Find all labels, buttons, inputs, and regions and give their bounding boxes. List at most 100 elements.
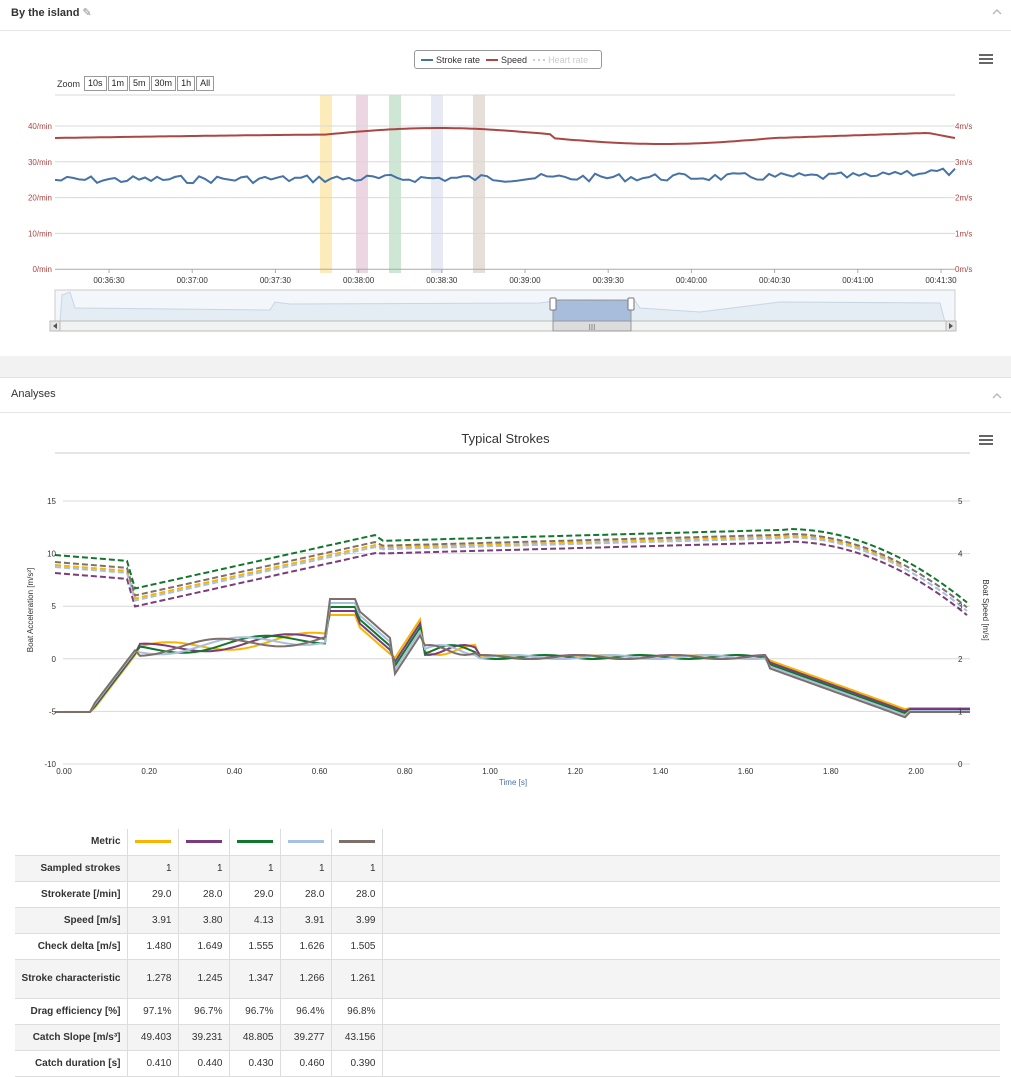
right-axis-label: 3m/s: [955, 158, 972, 167]
row-label: Sampled strokes: [15, 855, 128, 882]
zoom-all-button[interactable]: All: [196, 76, 215, 91]
row-label: Check delta [m/s]: [15, 933, 128, 960]
table-cell: 96.7%: [178, 998, 230, 1025]
zoom-buttons: 10s 1m 5m 30m 1h All: [84, 76, 215, 91]
table-cell: 1.347: [229, 959, 281, 999]
chart-menu-icon[interactable]: [979, 435, 993, 447]
x-axis-label: 0.20: [141, 767, 157, 776]
table-cell: 1.480: [127, 933, 179, 960]
table-cell: 29.0: [229, 881, 281, 908]
table-cell: 39.231: [178, 1024, 230, 1051]
left-axis-label: 20/min: [28, 194, 52, 203]
right-axis-label: 3: [958, 602, 963, 611]
left-axis-label: 30/min: [28, 158, 52, 167]
row-label: Speed [m/s]: [15, 907, 128, 934]
chart-legend: Stroke rate Speed Heart rate: [414, 50, 602, 69]
acceleration-curve-series: [55, 610, 970, 713]
zoom-1m-button[interactable]: 1m: [107, 76, 129, 91]
y-left-axis-title: Boat Acceleration [m/s²]: [26, 568, 35, 652]
chevron-up-icon[interactable]: [991, 6, 1003, 18]
table-cell: 1.266: [280, 959, 332, 999]
table-cell: 1.505: [331, 933, 383, 960]
row-label: Catch duration [s]: [15, 1050, 128, 1077]
table-cell: 43.156: [331, 1024, 383, 1051]
table-cell: 1: [127, 855, 179, 882]
right-axis-label: 4: [958, 550, 963, 559]
table-cell: 3.99: [331, 907, 383, 934]
edit-icon[interactable]: ✎: [82, 7, 92, 19]
x-axis-label: 1.00: [482, 767, 498, 776]
zoom-1h-button[interactable]: 1h: [177, 76, 196, 91]
stroke-selection-band[interactable]: [356, 95, 368, 273]
x-axis-label: 00:38:00: [343, 276, 375, 285]
x-axis-label: 0.00: [56, 767, 72, 776]
scrollbar-thumb[interactable]: [552, 320, 632, 332]
navigator-scrollbar[interactable]: [49, 320, 957, 332]
x-axis-label: 0.60: [312, 767, 328, 776]
section-divider: [0, 356, 1011, 378]
speed-curve-series: [54, 534, 904, 600]
legend-label: Heart rate: [548, 54, 589, 65]
stroke-selection-band[interactable]: [320, 95, 332, 273]
series-color-swatch: [229, 829, 281, 856]
stroke-selection-band[interactable]: [389, 95, 401, 273]
arrow-left-icon: [53, 323, 57, 329]
legend-swatch: [486, 58, 499, 61]
right-axis-label: 2: [958, 655, 963, 664]
table-cell: 0.390: [331, 1050, 383, 1077]
table-cell: 28.0: [178, 881, 230, 908]
right-axis-label: 2m/s: [955, 194, 972, 203]
typical-strokes-chart[interactable]: 15 5 10 4 5 3 0 2 -5 1 -10 0 0.00 0.20 0.40 0.60 0.80 1.0…: [0, 450, 1011, 810]
speed-curve-series: [54, 532, 968, 609]
zoom-5m-button[interactable]: 5m: [129, 76, 150, 91]
legend-heart-rate[interactable]: Heart rate: [533, 55, 588, 65]
table-cell: 1: [178, 855, 230, 882]
stroke-selection-band[interactable]: [473, 95, 485, 273]
table-cell: 1.261: [331, 959, 383, 999]
row-label: Drag efficiency [%]: [15, 998, 128, 1025]
acceleration-curve-series: [55, 602, 970, 717]
navigator-selection[interactable]: [552, 299, 632, 323]
acceleration-curve-series: [55, 598, 970, 719]
legend-speed[interactable]: Speed: [486, 55, 527, 65]
left-axis-label: 0: [52, 655, 57, 664]
panel-header-analyses: Analyses: [0, 379, 1011, 413]
zoom-30m-button[interactable]: 30m: [150, 76, 177, 91]
legend-stroke-rate[interactable]: Stroke rate: [421, 55, 480, 65]
x-axis-label: 0.40: [227, 767, 243, 776]
table-cell: 3.91: [127, 907, 179, 934]
zoom-10s-button[interactable]: 10s: [84, 76, 107, 91]
table-cell: 1.626: [280, 933, 332, 960]
panel-title: By the island ✎: [11, 7, 92, 19]
x-axis-label: 1.40: [653, 767, 669, 776]
table-cell: 48.805: [229, 1024, 281, 1051]
chevron-up-icon[interactable]: [991, 390, 1003, 402]
table-cell: 1.245: [178, 959, 230, 999]
table-cell: 96.4%: [280, 998, 332, 1025]
left-axis-label: 10/min: [28, 229, 52, 238]
table-cell: 49.403: [127, 1024, 179, 1051]
series-color-swatch: [331, 829, 383, 856]
table-row: Sampled strokes 1 1 1 1 1: [15, 855, 1000, 882]
arrow-right-icon: [949, 323, 953, 329]
table-cell: 0.460: [280, 1050, 332, 1077]
navigator-handle-left[interactable]: [549, 297, 557, 311]
legend-swatch: [421, 58, 433, 61]
stroke-rate-speed-chart[interactable]: 40/min 4m/s 30/min 3m/s 20/min 2m/s 10/min 1m/s…: [0, 90, 1011, 340]
table-cell: 0.440: [178, 1050, 230, 1077]
table-row: Catch duration [s] 0.410 0.440 0.430 0.460 0.…: [15, 1050, 1000, 1077]
stroke-rate-series-line: [54, 167, 956, 185]
stroke-selection-band[interactable]: [431, 95, 443, 273]
series-color-swatch: [127, 829, 179, 856]
acceleration-curve-series: [55, 606, 970, 715]
typical-strokes-title: Typical Strokes: [461, 431, 550, 446]
chart-menu-icon[interactable]: [979, 54, 993, 66]
table-cell: 1.278: [127, 959, 179, 999]
table-cell: 3.80: [178, 907, 230, 934]
x-axis-label: 00:36:30: [93, 276, 125, 285]
table-cell: 1: [331, 855, 383, 882]
right-axis-label: 0: [958, 760, 963, 769]
metric-header: Metric: [15, 829, 128, 856]
navigator-handle-right[interactable]: [627, 297, 635, 311]
x-axis-label: 00:37:30: [260, 276, 292, 285]
